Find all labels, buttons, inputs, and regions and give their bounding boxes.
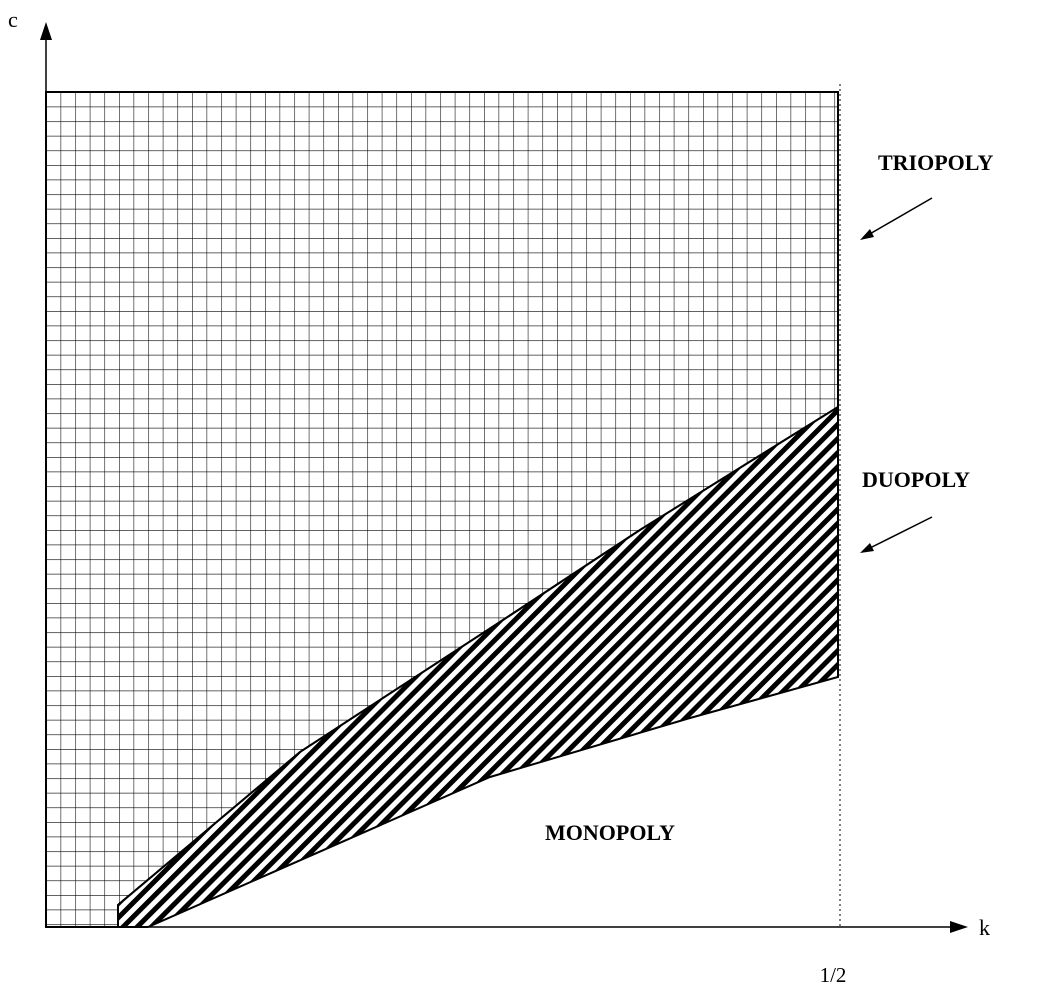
y-axis-arrow-icon [40,22,52,40]
duopoly-arrow-icon [860,516,933,553]
monopoly-label: MONOPOLY [545,820,675,845]
y-axis-label: c [8,7,18,32]
duopoly-label: DUOPOLY [862,467,970,492]
x-axis-label: k [979,915,990,940]
triopoly-arrow-icon [860,197,933,240]
x-tick-label: 1/2 [820,963,847,987]
triopoly-label: TRIOPOLY [878,150,993,175]
x-axis-arrow-icon [950,921,968,933]
